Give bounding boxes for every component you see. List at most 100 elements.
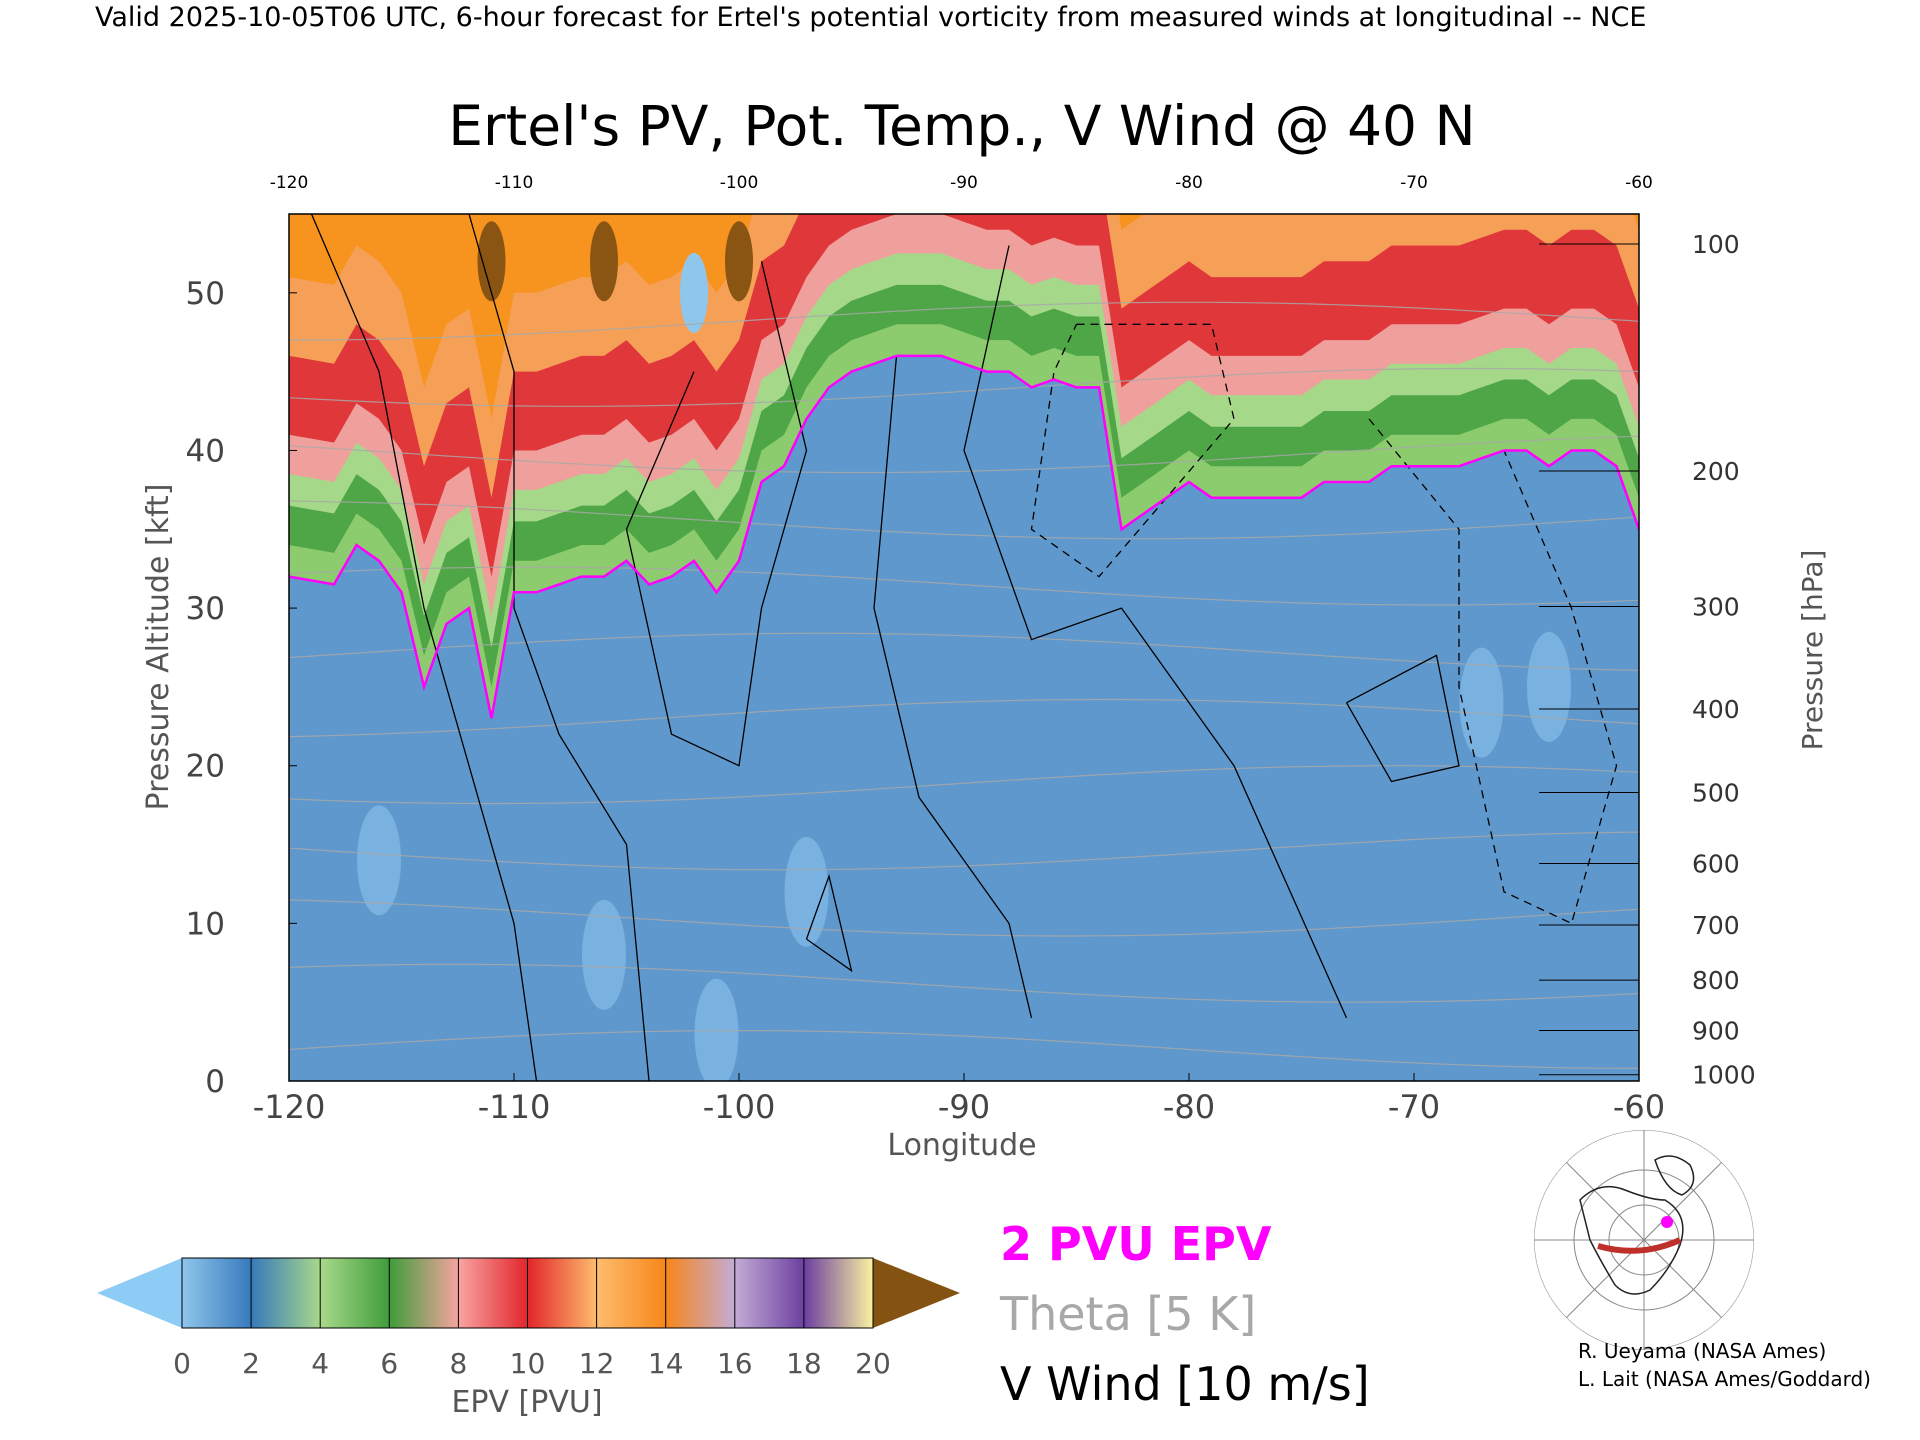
epv-low-patch-1 [582, 899, 626, 1010]
colorbar-frame [181, 1257, 874, 1329]
x-tick-label-3: -90 [938, 1088, 990, 1126]
x-top-tick-label-6: -60 [1625, 173, 1653, 193]
colorbar: 0 2 4 6 8 10 12 14 16 18 20 EPV [PVU] [97, 1257, 960, 1420]
v-wind-contour-2 [625, 261, 808, 767]
pressure-tick-label-8: 900 [1692, 1017, 1740, 1046]
y-tick-label-0: 0 [205, 1064, 225, 1100]
colorbar-tick-label-4: 8 [449, 1347, 467, 1380]
colorbar-tick-label-0: 0 [173, 1347, 191, 1380]
y-tick-label-5: 50 [186, 276, 225, 312]
plot-area [289, 214, 1639, 1081]
theta-isentrope-320 [289, 831, 1639, 871]
pressure-tick-label-4: 500 [1692, 779, 1740, 808]
x-tick-label-5: -70 [1388, 1088, 1440, 1126]
x-top-tick-label-2: -100 [720, 173, 759, 193]
x-top-tick-label-0: -120 [270, 173, 309, 193]
epv-low-patch-3 [784, 836, 829, 947]
valid-line: Valid 2025-10-05T06 UTC, 6-hour forecast… [95, 2, 1647, 33]
colorbar-above-triangle [873, 1258, 960, 1328]
colorbar-tick-label-5: 10 [510, 1347, 546, 1380]
colorbar-segment-9 [803, 1258, 874, 1328]
pressure-tick-label-3: 400 [1692, 695, 1740, 724]
v-wind-contour-5 [1345, 654, 1460, 783]
x-top-tick-label-1: -110 [495, 173, 534, 193]
theta-isentrope-340 [289, 698, 1639, 738]
theta-isentrope-290 [289, 1030, 1639, 1069]
pressure-tick-label-5: 600 [1692, 849, 1740, 878]
v-wind-contour-1 [468, 214, 650, 1081]
x-tick-label-1: -110 [478, 1088, 551, 1126]
colorbar-tick-label-8: 16 [717, 1347, 753, 1380]
credit-line-1: R. Ueyama (NASA Ames) [1578, 1339, 1826, 1363]
colorbar-tick-label-9: 18 [786, 1347, 822, 1380]
x-tick-label-2: -100 [703, 1088, 776, 1126]
colorbar-tick-label-3: 6 [380, 1347, 398, 1380]
v-wind-contour-6 [805, 873, 853, 973]
x-tick-label-4: -80 [1163, 1088, 1215, 1126]
colorbar-segment-3 [389, 1258, 459, 1328]
epv-high-patch-1 [590, 221, 618, 302]
colorbar-segment-2 [320, 1258, 390, 1328]
theta-isentrope-400 [289, 301, 1639, 341]
y2-axis-label: Pressure [hPa] [1796, 550, 1829, 751]
colorbar-segment-8 [734, 1258, 805, 1328]
epv-high-patch-2 [725, 221, 753, 302]
pressure-tick-label-9: 1000 [1692, 1061, 1756, 1090]
colorbar-below-triangle [97, 1258, 182, 1328]
legend-theta: Theta [5 K] [999, 1287, 1256, 1341]
epv-high-patch-3 [680, 252, 708, 333]
v-wind-contour-3 [873, 355, 1033, 1019]
x-top-tick-label-5: -70 [1400, 173, 1428, 193]
colorbar-label: EPV [PVU] [451, 1385, 602, 1420]
y-axis-label: Pressure Altitude [kft] [141, 484, 176, 811]
colorbar-tick-label-7: 14 [648, 1347, 684, 1380]
pressure-tick-label-2: 300 [1692, 593, 1740, 622]
epv-layer-6 [289, 214, 1639, 419]
theta-isentrope-350 [289, 632, 1639, 671]
x-top-tick-label-4: -80 [1175, 173, 1203, 193]
inset-cross-section-line [1597, 1237, 1682, 1254]
epv-high-patch-0 [477, 221, 506, 302]
x-tick-label-0: -120 [253, 1088, 326, 1126]
epv-low-patch-5 [1527, 631, 1571, 742]
colorbar-segment-0 [182, 1258, 252, 1328]
theta-isentrope-310 [289, 899, 1639, 937]
inset-marker-icon [1661, 1216, 1673, 1228]
pressure-tick-label-7: 800 [1692, 966, 1740, 995]
pressure-tick-label-6: 700 [1692, 911, 1740, 940]
theta-isentrope-300 [289, 963, 1639, 1003]
x-tick-label-6: -60 [1613, 1088, 1665, 1126]
colorbar-tick-label-10: 20 [855, 1347, 891, 1380]
y-tick-label-3: 30 [186, 591, 225, 627]
epv-low-patch-0 [357, 805, 401, 916]
v-wind-contour-4 [963, 245, 1348, 1019]
epv-layer-5 [289, 214, 1639, 498]
colorbar-segment-5 [527, 1258, 598, 1328]
credit-line-2: L. Lait (NASA Ames/Goddard) [1578, 1367, 1871, 1391]
colorbar-tick-label-6: 12 [579, 1347, 615, 1380]
pressure-tick-label-0: 100 [1692, 230, 1740, 259]
colorbar-segment-1 [251, 1258, 321, 1328]
x-axis-label: Longitude [887, 1128, 1036, 1163]
inset-globe-map [1534, 1130, 1754, 1350]
y-tick-label-2: 20 [186, 749, 225, 785]
chart-title: Ertel's PV, Pot. Temp., V Wind @ 40 N [448, 94, 1475, 158]
colorbar-segment-7 [665, 1258, 736, 1328]
colorbar-tick-label-2: 4 [311, 1347, 329, 1380]
y-tick-label-4: 40 [186, 433, 225, 469]
v-wind-negative-contour-1 [1368, 418, 1618, 925]
epv-low-patch-2 [694, 978, 739, 1081]
legend-epv: 2 PVU EPV [1000, 1217, 1272, 1271]
tropopause-2pvu-contour [289, 354, 1639, 719]
theta-isentrope-330 [289, 765, 1639, 805]
colorbar-segment-6 [596, 1258, 667, 1328]
v-wind-contour-0 [310, 214, 538, 1081]
v-wind-negative-contour-0 [1030, 323, 1235, 578]
colorbar-tick-label-1: 2 [242, 1347, 260, 1380]
legend-vwind: V Wind [10 m/s] [1000, 1357, 1370, 1411]
y-tick-label-1: 10 [186, 906, 225, 942]
epv-low-patch-4 [1459, 647, 1504, 758]
colorbar-segment-4 [458, 1258, 528, 1328]
x-top-tick-label-3: -90 [950, 173, 978, 193]
